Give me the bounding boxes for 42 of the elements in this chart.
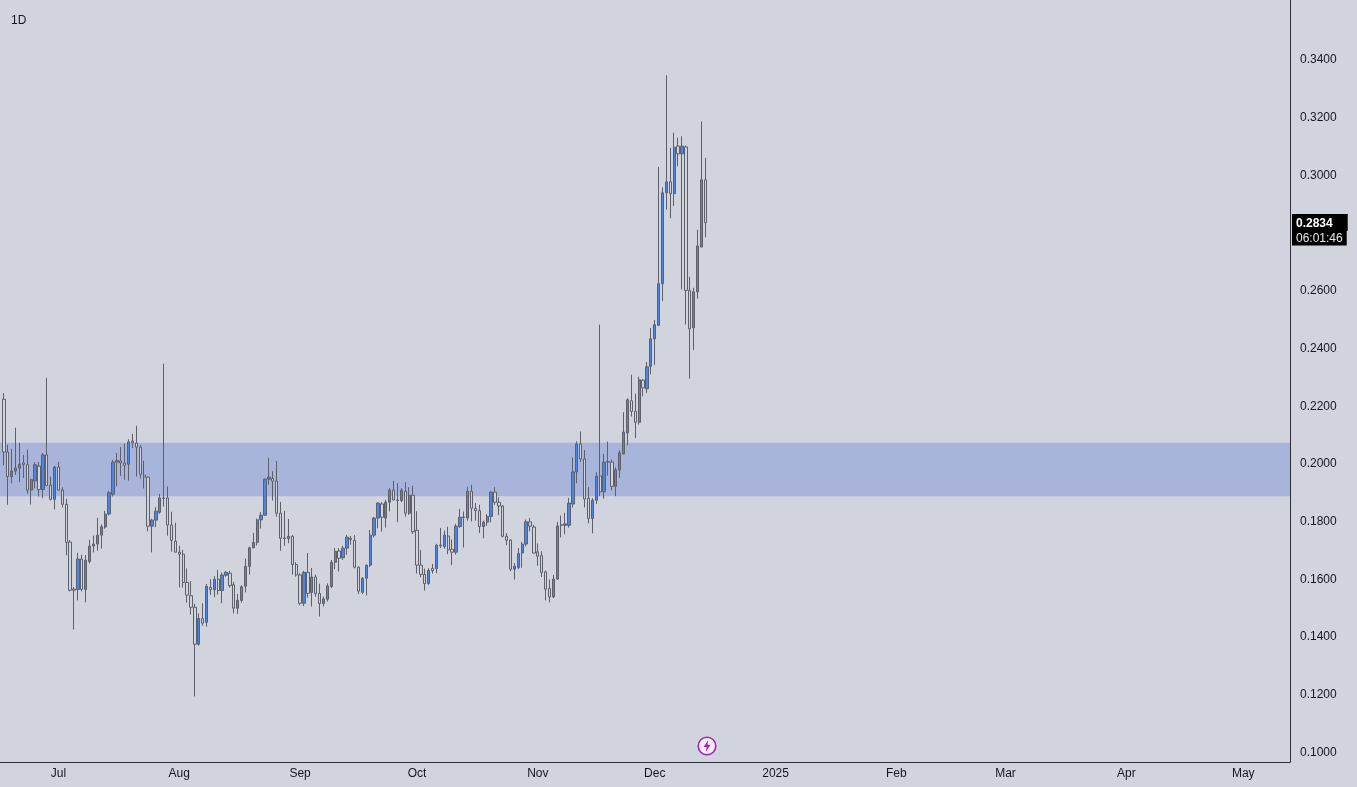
y-tick-label: 0.1200 xyxy=(1300,687,1338,702)
y-tick-label: 0.3400 xyxy=(1300,52,1338,67)
candlestick xyxy=(220,571,224,604)
x-tick-label: Apr xyxy=(1116,766,1136,780)
y-tick-label: 0.1400 xyxy=(1300,629,1338,644)
text: 0.2834 xyxy=(1296,215,1334,230)
x-tick-label: Aug xyxy=(168,766,190,780)
candlestick xyxy=(396,482,399,523)
x-tick-label: Oct xyxy=(407,766,428,780)
x-tick-label: Sep xyxy=(289,766,312,780)
x-tick-label: Dec xyxy=(644,766,666,780)
candlestick xyxy=(478,504,481,534)
candlestick xyxy=(337,547,341,572)
x-tick-label: 2025 xyxy=(762,766,790,780)
candlestick xyxy=(404,481,407,518)
y-tick-label: 0.2600 xyxy=(1300,283,1338,298)
x-tick-label: Mar xyxy=(995,766,1016,780)
candlestick xyxy=(135,425,138,478)
text: 1D xyxy=(11,13,27,27)
candlestick xyxy=(205,583,208,628)
y-tick-label: 0.3000 xyxy=(1300,167,1338,182)
x-tick-label: May xyxy=(1231,766,1255,780)
candlestick xyxy=(443,530,446,550)
candlestick xyxy=(345,534,349,556)
x-tick-label: Feb xyxy=(886,766,908,780)
x-tick-label: Jul xyxy=(50,766,67,780)
y-tick-label: 0.2000 xyxy=(1300,456,1338,471)
text: 06:01:46 xyxy=(1296,230,1344,245)
candlestick xyxy=(380,501,384,533)
x-tick-label: Nov xyxy=(527,766,549,780)
candlestick xyxy=(489,490,493,523)
candlestick xyxy=(470,484,473,523)
y-tick-label: 0.2400 xyxy=(1300,340,1338,355)
y-tick-label: 0.1800 xyxy=(1300,513,1338,528)
candlestick xyxy=(123,443,126,481)
y-tick-label: 0.1000 xyxy=(1300,744,1338,759)
y-tick-label: 0.1600 xyxy=(1300,571,1338,586)
y-tick-label: 0.2200 xyxy=(1300,398,1338,413)
y-tick-label: 0.3200 xyxy=(1300,109,1338,124)
candlestick xyxy=(127,438,130,482)
candlestick xyxy=(96,517,99,552)
candlestick xyxy=(53,465,56,510)
